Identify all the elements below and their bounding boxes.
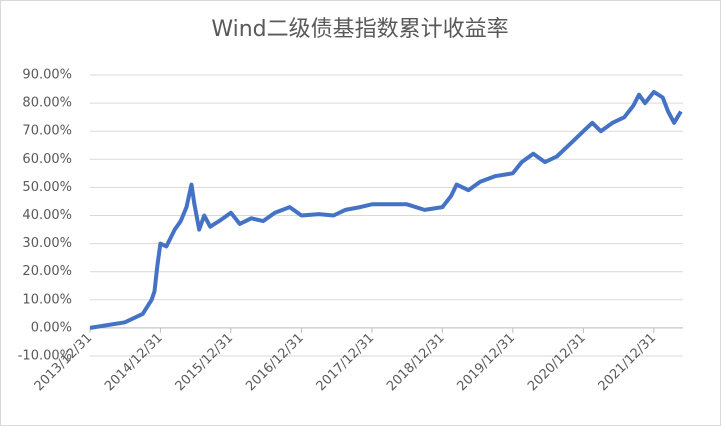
y-tick-label: 50.00% xyxy=(22,180,72,195)
y-tick-label: 10.00% xyxy=(22,292,72,307)
data-line xyxy=(89,89,683,330)
y-tick-label: 20.00% xyxy=(22,264,72,279)
y-tick-label: 80.00% xyxy=(22,96,72,111)
y-tick-label: 70.00% xyxy=(22,124,72,139)
y-tick-label: 30.00% xyxy=(22,236,72,251)
y-tick-label: -10.00% xyxy=(18,349,72,364)
y-tick-label: 40.00% xyxy=(22,208,72,223)
chart-title: Wind二级债基指数累计收益率 xyxy=(211,17,508,42)
y-tick-label: 60.00% xyxy=(22,152,72,167)
y-tick-label: 0.00% xyxy=(31,320,72,335)
y-tick-label: 90.00% xyxy=(22,68,72,83)
